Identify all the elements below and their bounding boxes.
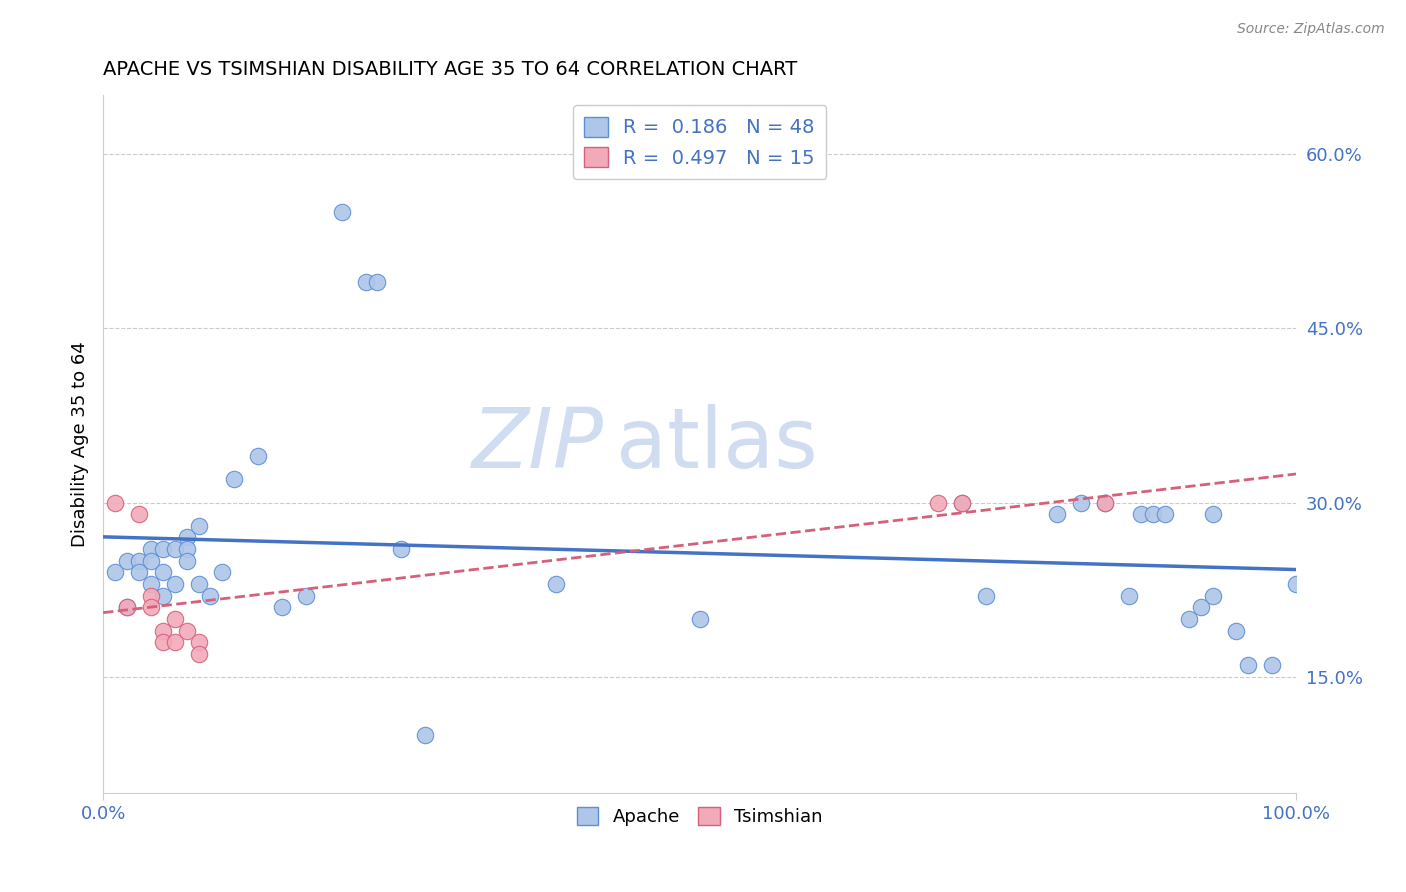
Point <box>546 577 568 591</box>
Point <box>1237 658 1260 673</box>
Point <box>413 728 436 742</box>
Point <box>247 449 270 463</box>
Point <box>1177 612 1199 626</box>
Point <box>163 612 186 626</box>
Point <box>163 635 186 649</box>
Text: Source: ZipAtlas.com: Source: ZipAtlas.com <box>1237 22 1385 37</box>
Point <box>1094 495 1116 509</box>
Point <box>139 542 162 557</box>
Point <box>128 554 150 568</box>
Point <box>104 566 127 580</box>
Point <box>1201 589 1223 603</box>
Point <box>176 554 198 568</box>
Point <box>104 495 127 509</box>
Point <box>163 577 186 591</box>
Point <box>1070 495 1092 509</box>
Point <box>176 531 198 545</box>
Point <box>1261 658 1284 673</box>
Legend: Apache, Tsimshian: Apache, Tsimshian <box>569 799 830 833</box>
Point <box>1129 507 1152 521</box>
Point <box>139 589 162 603</box>
Point <box>389 542 412 557</box>
Text: ZIP: ZIP <box>472 404 605 485</box>
Point <box>271 600 294 615</box>
Point <box>354 275 377 289</box>
Point <box>200 589 222 603</box>
Text: APACHE VS TSIMSHIAN DISABILITY AGE 35 TO 64 CORRELATION CHART: APACHE VS TSIMSHIAN DISABILITY AGE 35 TO… <box>103 60 797 78</box>
Point <box>176 542 198 557</box>
Point <box>128 507 150 521</box>
Point <box>1189 600 1212 615</box>
Point <box>152 589 174 603</box>
Point <box>187 518 209 533</box>
Point <box>1142 507 1164 521</box>
Text: atlas: atlas <box>616 404 818 485</box>
Point <box>139 577 162 591</box>
Point <box>187 577 209 591</box>
Point <box>1201 507 1223 521</box>
Point <box>974 589 997 603</box>
Point <box>139 554 162 568</box>
Point <box>115 600 138 615</box>
Point <box>115 554 138 568</box>
Point <box>1046 507 1069 521</box>
Point <box>152 542 174 557</box>
Point <box>1225 624 1247 638</box>
Point <box>950 495 973 509</box>
Point <box>176 624 198 638</box>
Point <box>224 472 246 486</box>
Point <box>689 612 711 626</box>
Point <box>187 635 209 649</box>
Point <box>152 566 174 580</box>
Point <box>187 647 209 661</box>
Point <box>295 589 318 603</box>
Point <box>115 600 138 615</box>
Point <box>1118 589 1140 603</box>
Point <box>330 204 353 219</box>
Point <box>163 542 186 557</box>
Point <box>139 600 162 615</box>
Point <box>950 495 973 509</box>
Point <box>128 566 150 580</box>
Point <box>1094 495 1116 509</box>
Point <box>211 566 233 580</box>
Point <box>927 495 949 509</box>
Y-axis label: Disability Age 35 to 64: Disability Age 35 to 64 <box>72 342 89 548</box>
Point <box>152 635 174 649</box>
Point <box>1153 507 1175 521</box>
Point <box>1285 577 1308 591</box>
Point <box>152 624 174 638</box>
Point <box>366 275 388 289</box>
